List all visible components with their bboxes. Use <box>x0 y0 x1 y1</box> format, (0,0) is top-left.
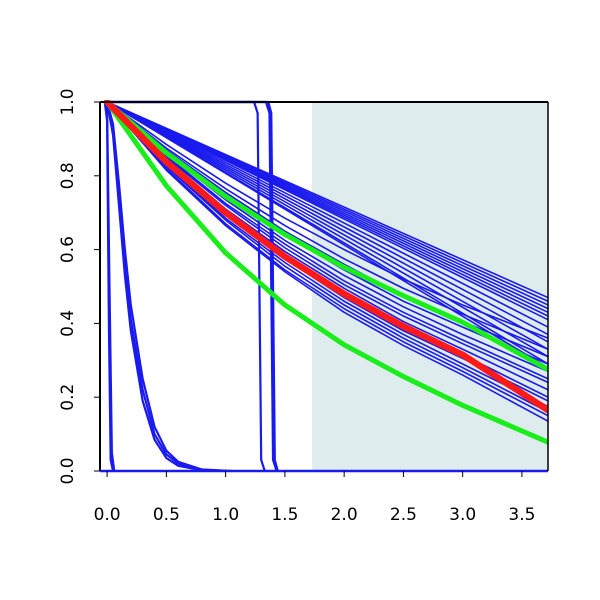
sample-curve-12 <box>106 101 548 417</box>
bound-curves-layer <box>104 100 548 445</box>
x-tick-label-0: 0.0 <box>94 505 121 525</box>
sample-curve-13 <box>106 101 548 422</box>
sample-curve-fast-decay-4 <box>103 100 115 471</box>
mean-curve-layer <box>103 100 548 414</box>
sample-curve-linear-10 <box>106 101 548 351</box>
sample-curve-linear-6 <box>106 101 548 321</box>
x-tick-label-2: 1.0 <box>212 505 239 525</box>
sample-curves-layer <box>103 100 548 471</box>
sample-curve-linear-11 <box>106 101 548 358</box>
sample-curve-1 <box>106 101 548 351</box>
x-tick-label-3: 1.5 <box>271 505 298 525</box>
y-tick-label-1: 0.2 <box>58 384 78 411</box>
x-tick-label-1: 0.5 <box>153 505 180 525</box>
x-axis-ticks: 0.0 0.5 1.0 1.5 2.0 2.5 3.0 3.5 <box>94 471 535 525</box>
sample-curve-5 <box>106 101 548 380</box>
x-tick-label-6: 3.0 <box>449 505 476 525</box>
x-tick-label-4: 2.0 <box>331 505 358 525</box>
y-tick-label-4: 0.8 <box>58 162 78 189</box>
sample-curve-0 <box>106 101 548 339</box>
sample-curve-linear-9 <box>106 101 548 343</box>
sample-curve-11 <box>106 101 548 413</box>
y-tick-label-3: 0.6 <box>58 236 78 263</box>
sample-curve-linear-8 <box>106 101 548 336</box>
sample-curve-step-2 <box>106 100 279 471</box>
x-tick-label-5: 2.5 <box>390 505 417 525</box>
bound-curve-lower <box>104 100 548 445</box>
sample-curve-step-1 <box>106 100 278 471</box>
sample-curve-linear-7 <box>106 101 548 328</box>
mean-curve <box>103 100 548 414</box>
y-tick-label-2: 0.4 <box>58 310 78 337</box>
sample-curve-linear-13 <box>106 101 548 369</box>
plot-frame-layer <box>99 101 549 473</box>
y-axis-ticks: 0.0 0.2 0.4 0.6 0.8 1.0 <box>58 88 100 485</box>
y-tick-label-5: 1.0 <box>58 88 78 115</box>
sample-curve-6 <box>106 101 548 384</box>
bound-curve-upper <box>104 100 548 373</box>
sample-curve-fast-decay-2 <box>106 100 227 471</box>
y-tick-label-0: 0.0 <box>58 457 78 484</box>
x-tick-label-7: 3.5 <box>508 505 535 525</box>
